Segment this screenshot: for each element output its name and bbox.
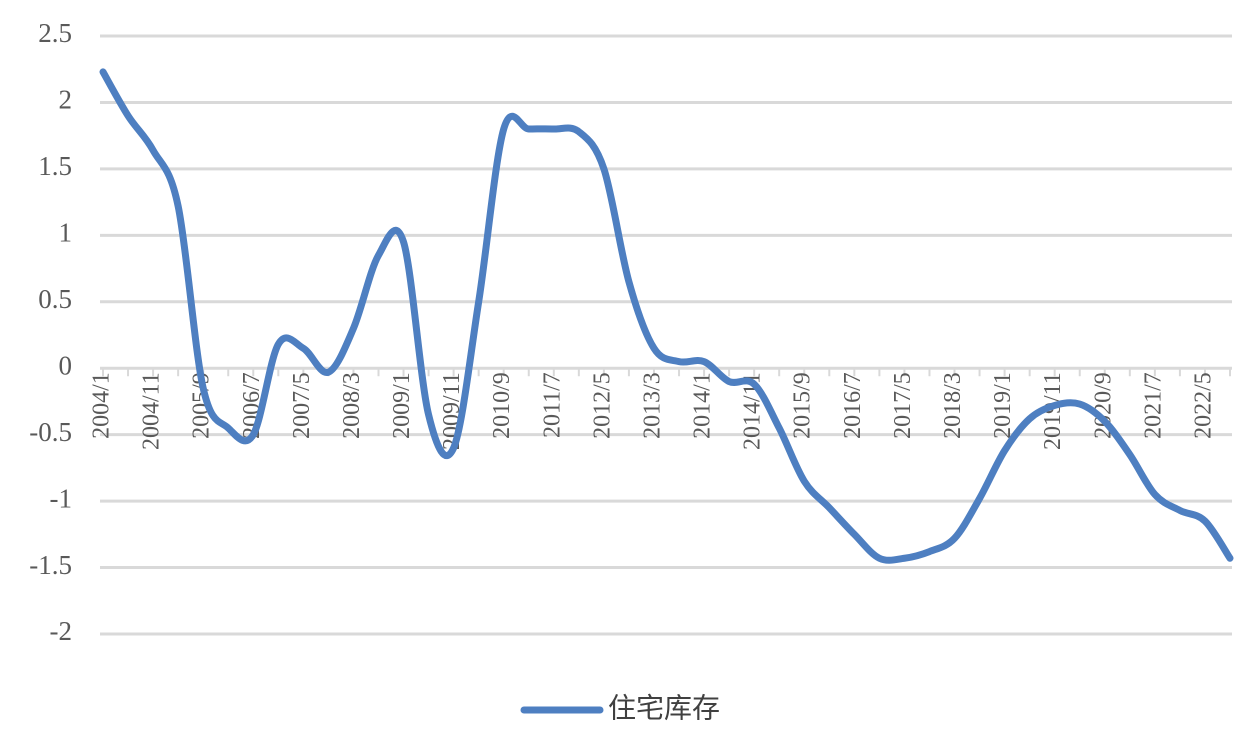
x-tick-label: 2017/5 <box>890 372 916 439</box>
x-tick-label: 2015/9 <box>790 372 816 439</box>
x-tick-label: 2010/9 <box>489 372 515 439</box>
y-tick-label: 0.5 <box>38 284 72 314</box>
x-tick-label: 2016/7 <box>840 372 866 439</box>
x-tick-label: 2018/3 <box>940 372 966 439</box>
y-tick-label: 2.5 <box>38 18 72 48</box>
y-tick-label: -1 <box>50 483 73 513</box>
y-tick-label: -2 <box>50 616 73 646</box>
x-tick-label: 2012/5 <box>589 372 615 439</box>
x-tick-label: 2011/7 <box>539 372 565 438</box>
x-tick-label: 2004/11 <box>139 372 165 450</box>
y-tick-label: 2 <box>59 85 73 115</box>
legend-label: 住宅库存 <box>608 692 720 724</box>
series-line <box>99 68 1234 564</box>
y-tick-label: -1.5 <box>29 550 72 580</box>
x-tick-label: 2014/1 <box>690 372 716 439</box>
x-tick-label: 2019/1 <box>990 372 1016 439</box>
y-tick-label: -0.5 <box>29 417 72 447</box>
x-tick-label: 2008/3 <box>339 372 365 439</box>
x-tick-label: 2009/1 <box>389 372 415 439</box>
x-tick-label: 2007/5 <box>289 372 315 439</box>
x-tick-label: 2013/3 <box>639 372 665 439</box>
x-tick-label: 2022/5 <box>1190 372 1216 439</box>
x-tick-label: 2004/1 <box>89 372 115 439</box>
x-tick-label: 2021/7 <box>1140 372 1166 439</box>
y-tick-label: 1.5 <box>38 151 72 181</box>
y-tick-label: 1 <box>59 218 73 248</box>
y-tick-label: 0 <box>59 350 73 380</box>
